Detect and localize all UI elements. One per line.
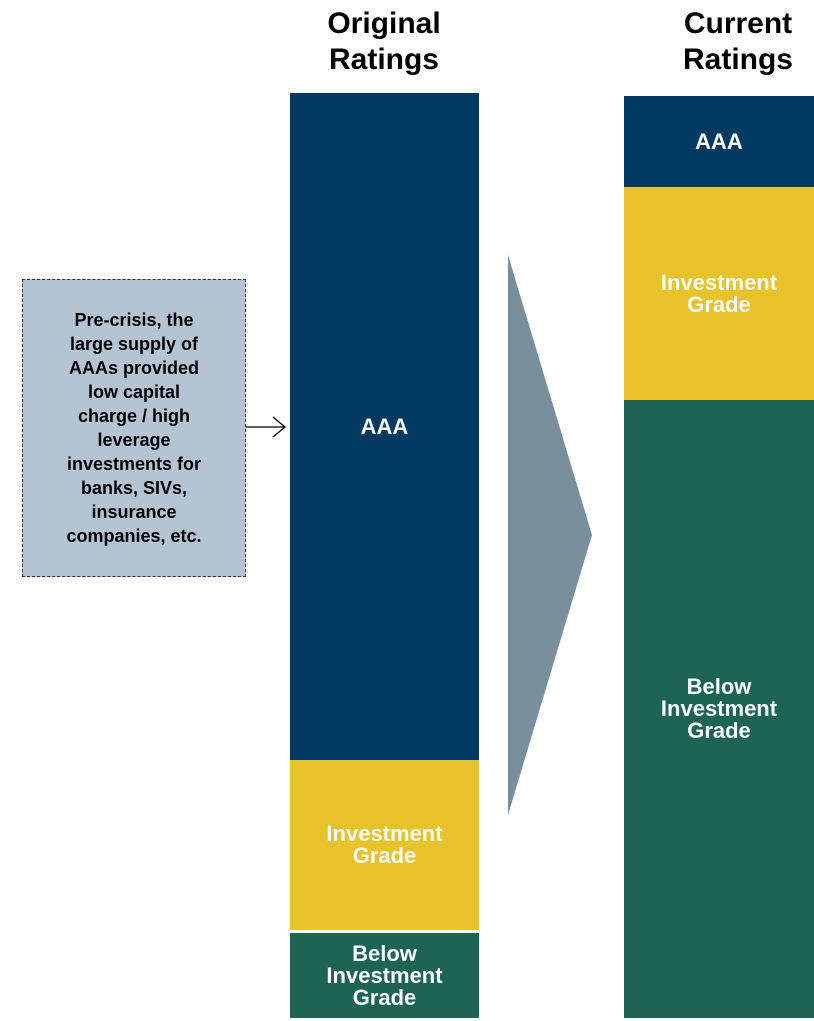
- label-line: Below: [352, 940, 417, 966]
- callout-line: charge / high: [77, 406, 191, 426]
- title-line: Current: [683, 7, 793, 40]
- callout-line: companies, etc.: [66, 526, 202, 546]
- segment: AAA: [290, 93, 479, 760]
- column-title: Current Ratings: [618, 6, 814, 78]
- label-line: Below: [686, 674, 752, 699]
- segment: Below Investment Grade: [624, 400, 814, 1018]
- segment: Investment Grade: [290, 760, 479, 930]
- callout-line: large supply of: [69, 334, 199, 354]
- column-title: Original Ratings: [264, 6, 504, 78]
- callout-arrow: [246, 416, 287, 438]
- label-line: Grade: [687, 291, 751, 317]
- callout-line: low capital: [87, 382, 181, 402]
- label-line: Investment: [326, 821, 443, 846]
- label-line: Investment: [326, 962, 443, 988]
- label-line: AAA: [360, 413, 409, 439]
- callout-line: investments for: [66, 454, 202, 474]
- callout-line: insurance: [91, 502, 177, 522]
- callout-line: Pre-crisis, the: [74, 310, 194, 330]
- label-line: Investment: [660, 269, 778, 295]
- title-line: Original: [327, 7, 441, 40]
- segment: Below Investment Grade: [290, 933, 479, 1018]
- callout-line: banks, SIVs,: [80, 478, 188, 498]
- callout-line: leverage: [97, 430, 171, 450]
- label-line: Grade: [352, 843, 417, 868]
- callout-line: AAAs provided: [68, 358, 200, 378]
- label-line: AAA: [695, 128, 743, 154]
- label-line: Investment: [660, 696, 778, 721]
- title-line: Ratings: [682, 43, 793, 76]
- label-line: Grade: [352, 984, 417, 1010]
- segment: AAA: [624, 96, 814, 187]
- title-line: Ratings: [328, 43, 439, 76]
- transition-arrow: [508, 255, 592, 815]
- segment: Investment Grade: [624, 187, 814, 400]
- callout: Pre-crisis, the large supply of AAAs pro…: [22, 279, 246, 577]
- label-line: Grade: [687, 718, 751, 743]
